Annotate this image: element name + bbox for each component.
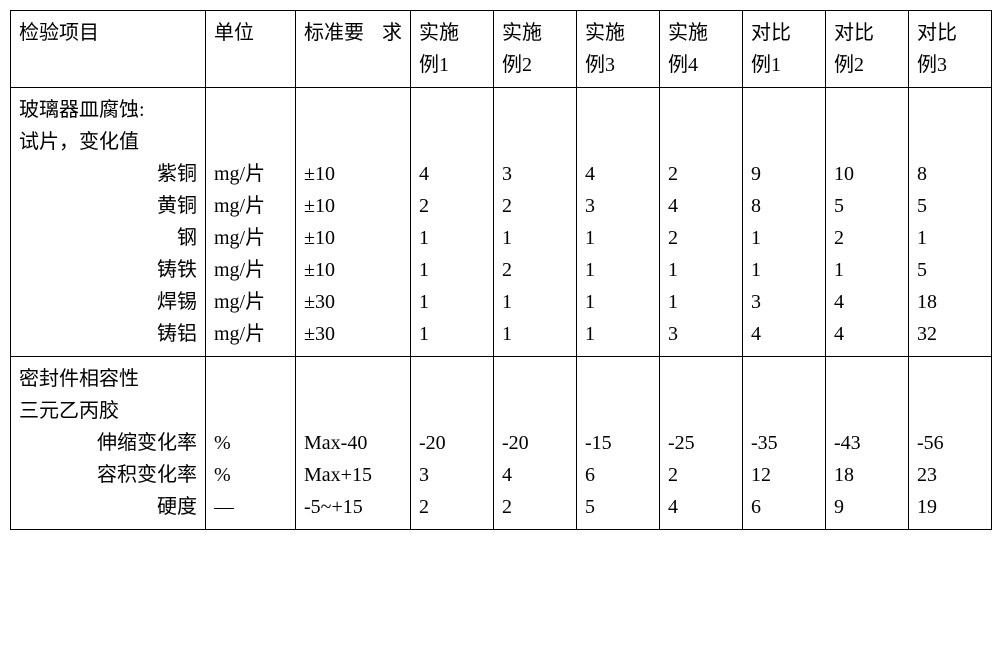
- section1-unit-cell: mg/片 mg/片 mg/片 mg/片 mg/片 mg/片: [206, 88, 296, 357]
- s1r4-label: 铸铁: [19, 254, 197, 286]
- section2-cmp3-cell: -56 23 19: [909, 357, 992, 530]
- section2-ex1-cell: -20 3 2: [411, 357, 494, 530]
- data-table: 检验项目 单位 标准要求 实施例1 实施例2 实施例3 实施例4 对比例1 对比…: [10, 10, 992, 530]
- col-ex1: 实施例1: [411, 11, 494, 88]
- section2-cmp1-cell: -35 12 6: [743, 357, 826, 530]
- col-ex3: 实施例3: [577, 11, 660, 88]
- section2-ex3-cell: -15 6 5: [577, 357, 660, 530]
- col-cmp2: 对比例2: [826, 11, 909, 88]
- col-cmp3: 对比例3: [909, 11, 992, 88]
- s2r3-label: 硬度: [19, 491, 197, 523]
- section1-ex2-cell: 3 2 1 2 1 1: [494, 88, 577, 357]
- col-cmp1: 对比例1: [743, 11, 826, 88]
- section2-title-l2: 三元乙丙胶: [19, 395, 197, 427]
- s1r2-label: 黄铜: [19, 190, 197, 222]
- section1-title-l1: 玻璃器皿腐蚀:: [19, 94, 197, 126]
- section2-ex2-cell: -20 4 2: [494, 357, 577, 530]
- s1r3-label: 钢: [19, 222, 197, 254]
- section1-title-l2: 试片，变化值: [19, 126, 197, 158]
- section1-row: 玻璃器皿腐蚀: 试片，变化值 紫铜 黄铜 钢 铸铁 焊锡 铸铝 mg/片 mg/…: [11, 88, 992, 357]
- section1-std-cell: ±10 ±10 ±10 ±10 ±30 ±30: [296, 88, 411, 357]
- section1-ex1-cell: 4 2 1 1 1 1: [411, 88, 494, 357]
- s2r2-label: 容积变化率: [19, 459, 197, 491]
- col-ex2: 实施例2: [494, 11, 577, 88]
- section2-row: 密封件相容性 三元乙丙胶 伸缩变化率 容积变化率 硬度 % % — Max-40…: [11, 357, 992, 530]
- s1r5-label: 焊锡: [19, 286, 197, 318]
- section1-ex4-cell: 2 4 2 1 1 3: [660, 88, 743, 357]
- col-std-l2: 求: [382, 17, 402, 49]
- section1-item-cell: 玻璃器皿腐蚀: 试片，变化值 紫铜 黄铜 钢 铸铁 焊锡 铸铝: [11, 88, 206, 357]
- col-unit: 单位: [206, 11, 296, 88]
- s1r1-label: 紫铜: [19, 158, 197, 190]
- col-item: 检验项目: [11, 11, 206, 88]
- section2-title-l1: 密封件相容性: [19, 363, 197, 395]
- header-row: 检验项目 单位 标准要求 实施例1 实施例2 实施例3 实施例4 对比例1 对比…: [11, 11, 992, 88]
- section2-unit-cell: % % —: [206, 357, 296, 530]
- s2r1-label: 伸缩变化率: [19, 427, 197, 459]
- col-ex4: 实施例4: [660, 11, 743, 88]
- section2-ex4-cell: -25 2 4: [660, 357, 743, 530]
- col-std-l1: 标准要: [304, 17, 364, 49]
- section2-std-cell: Max-40 Max+15 -5~+15: [296, 357, 411, 530]
- section1-cmp2-cell: 10 5 2 1 4 4: [826, 88, 909, 357]
- section1-ex3-cell: 4 3 1 1 1 1: [577, 88, 660, 357]
- col-std: 标准要求: [296, 11, 411, 88]
- section2-cmp2-cell: -43 18 9: [826, 357, 909, 530]
- section2-item-cell: 密封件相容性 三元乙丙胶 伸缩变化率 容积变化率 硬度: [11, 357, 206, 530]
- section1-cmp3-cell: 8 5 1 5 18 32: [909, 88, 992, 357]
- s1r6-label: 铸铝: [19, 318, 197, 350]
- section1-cmp1-cell: 9 8 1 1 3 4: [743, 88, 826, 357]
